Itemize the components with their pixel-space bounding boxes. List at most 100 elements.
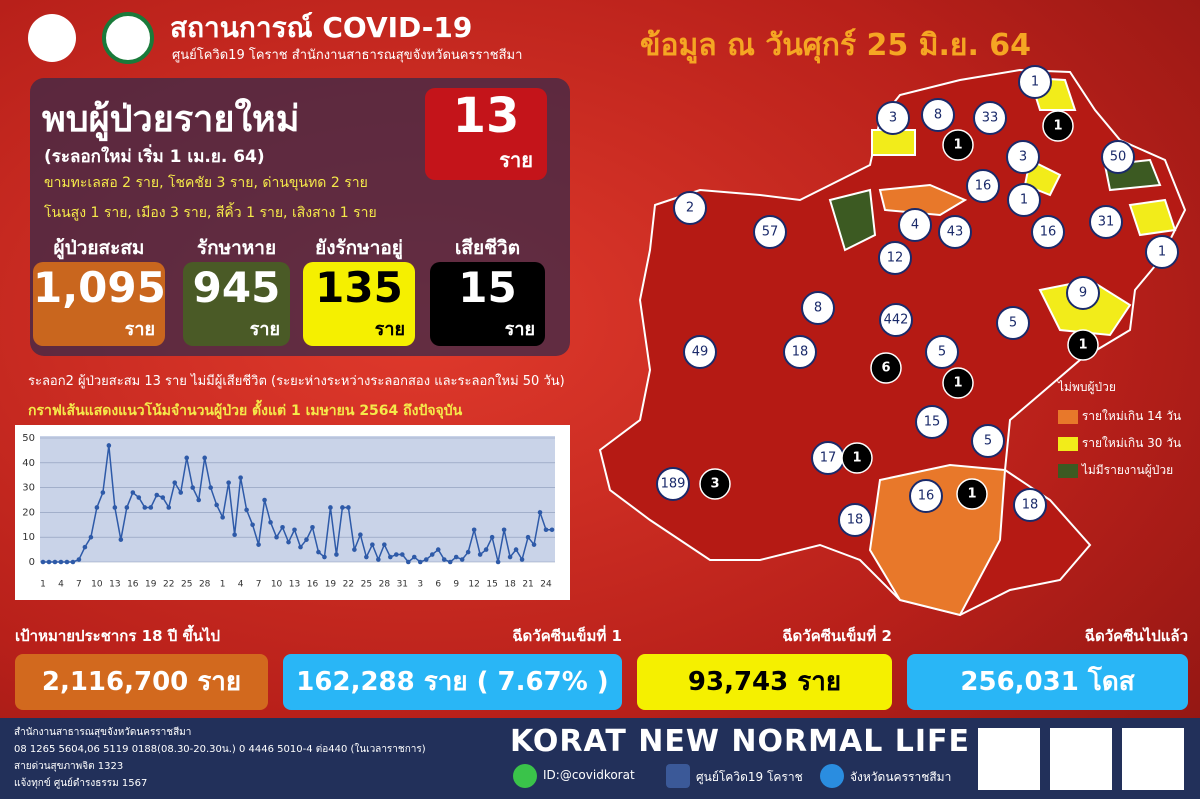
subtitle: ศูนย์โควิด19 โคราช สำนักงานสาธารณสุขจังห… <box>172 48 523 63</box>
x-tick-label: 1 <box>220 580 226 590</box>
case-count: 8 <box>814 301 822 316</box>
x-tick-label: 3 <box>417 580 423 590</box>
death-count: 1 <box>852 451 861 466</box>
point <box>94 505 100 510</box>
vaccine-label: เป้าหมายประชากร 18 ปี ขึ้นไป <box>15 627 221 645</box>
death-count: 1 <box>953 376 962 391</box>
y-tick-label: 50 <box>22 433 35 444</box>
case-count: 1 <box>1020 193 1028 208</box>
point <box>190 485 196 490</box>
death-count: 6 <box>881 361 890 376</box>
point <box>489 534 495 540</box>
case-marker <box>673 191 707 225</box>
vaccine-value: 93,743 ราย <box>637 654 892 710</box>
point <box>334 552 339 557</box>
x-tick-label: 22 <box>163 580 174 590</box>
death-marker <box>1042 110 1074 142</box>
stat-box: 135 ราย <box>303 262 415 346</box>
legend-label: รายใหม่เกิน 30 วัน <box>1081 436 1182 450</box>
point <box>262 497 267 503</box>
x-tick-label: 18 <box>504 580 516 590</box>
new-count: 13 <box>452 88 520 144</box>
legend: ไม่พบผู้ป่วย รายใหม่เกิน 14 วัน รายใหม่เ… <box>1058 378 1198 480</box>
case-count: 5 <box>1009 316 1017 331</box>
point <box>477 552 483 557</box>
x-tick-label: 13 <box>109 580 120 590</box>
point <box>441 557 447 562</box>
case-count: 12 <box>887 251 904 266</box>
point <box>322 554 327 560</box>
case-count: 31 <box>1098 215 1115 230</box>
point <box>537 510 543 515</box>
death-marker <box>841 442 873 474</box>
case-count: 2 <box>686 201 694 216</box>
case-count: 18 <box>847 513 864 528</box>
death-marker <box>1067 329 1099 361</box>
unit: ราย <box>499 148 533 172</box>
qr-code <box>1122 728 1184 790</box>
case-marker <box>878 241 912 275</box>
stat-label: ยังรักษาอยู่ <box>315 237 403 259</box>
death-count: 3 <box>710 477 719 492</box>
point <box>519 557 525 562</box>
case-count: 3 <box>1019 150 1027 165</box>
stat-box: 15 ราย <box>430 262 545 346</box>
point <box>76 557 82 562</box>
x-tick-label: 4 <box>238 580 244 590</box>
case-marker <box>898 208 932 242</box>
point <box>495 559 501 565</box>
x-tick-label: 19 <box>325 580 337 590</box>
date: ข้อมูล ณ วันศุกร์ 25 มิ.ย. 64 <box>640 28 1032 63</box>
case-marker <box>838 503 872 537</box>
vaccine-label: ฉีดวัคซีนไปแล้ว <box>1084 627 1188 645</box>
new-cases-note: (ระลอกใหม่ เริ่ม 1 เม.ย. 64) <box>44 147 265 167</box>
point <box>136 495 142 500</box>
point <box>238 475 243 480</box>
point <box>160 495 166 500</box>
point <box>358 532 363 538</box>
point <box>58 559 64 565</box>
point <box>178 490 184 495</box>
stat-value: 1,095 <box>33 263 166 312</box>
death-marker <box>942 129 974 161</box>
case-count: 33 <box>982 111 999 126</box>
point <box>543 527 549 533</box>
point <box>411 554 417 560</box>
point <box>388 554 393 560</box>
death-count: 1 <box>1078 338 1087 353</box>
case-count: 16 <box>918 489 935 504</box>
vaccine-value: 162,288 ราย ( 7.67% ) <box>283 654 622 710</box>
point <box>64 559 70 565</box>
x-tick-label: 4 <box>58 580 64 590</box>
new-count-box: 13 ราย <box>425 88 547 180</box>
point <box>382 542 387 547</box>
x-tick-label: 1 <box>40 580 46 590</box>
case-count: 18 <box>792 345 809 360</box>
point <box>429 552 435 557</box>
case-count: 5 <box>984 434 992 449</box>
case-count: 5 <box>938 345 946 360</box>
point <box>112 505 118 510</box>
y-tick-label: 0 <box>29 557 35 568</box>
x-tick-label: 13 <box>289 580 300 590</box>
case-marker <box>879 303 913 337</box>
point <box>274 534 279 540</box>
case-marker <box>753 215 787 249</box>
point <box>130 490 136 495</box>
case-count: 49 <box>692 345 709 360</box>
x-tick-label: 22 <box>343 580 354 590</box>
point <box>172 480 178 485</box>
point <box>435 547 441 552</box>
point <box>286 539 291 545</box>
point <box>166 505 172 510</box>
x-tick-label: 24 <box>540 580 552 590</box>
point <box>100 490 106 495</box>
y-tick-label: 40 <box>22 458 35 469</box>
point <box>447 559 453 565</box>
case-count: 50 <box>1110 150 1127 165</box>
case-count: 4 <box>911 218 919 233</box>
point <box>256 542 261 547</box>
case-marker <box>1018 65 1052 99</box>
qr-code <box>1050 728 1112 790</box>
case-marker <box>971 424 1005 458</box>
